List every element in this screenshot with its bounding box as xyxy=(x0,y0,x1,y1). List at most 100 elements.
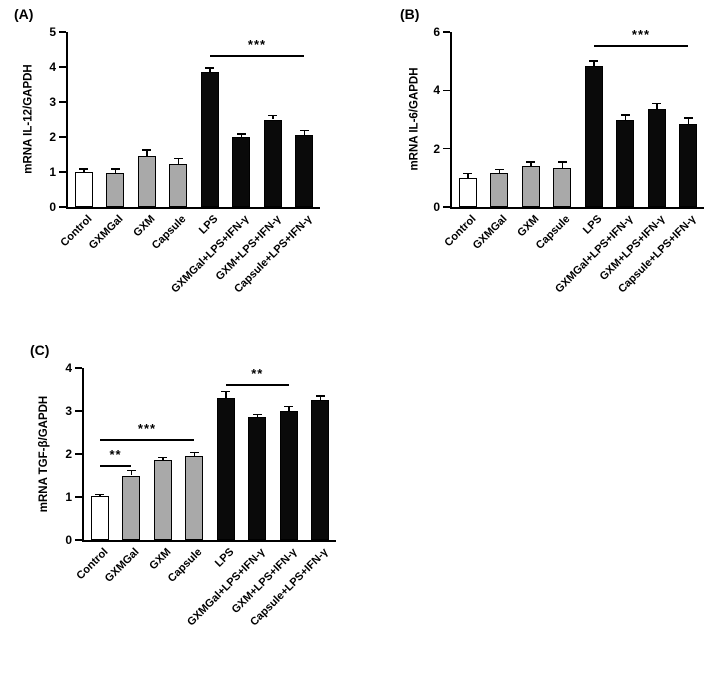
error-bar xyxy=(146,149,148,157)
y-tick xyxy=(59,136,66,138)
y-tick-label: 5 xyxy=(49,25,56,39)
panel-a-y-axis-title-text: mRNA IL-12/GAPDH xyxy=(22,64,35,174)
bar-1 xyxy=(458,177,477,207)
error-bar xyxy=(177,158,179,164)
bar-2 xyxy=(106,173,125,207)
error-bar xyxy=(99,494,101,497)
panel-a-plot: 0 1 2 3 4 5 Control GXMGal GXM Capsule LPS GXMGal+L… xyxy=(49,25,320,295)
significance-stars: ** xyxy=(109,446,122,462)
error-bar-cap xyxy=(526,161,536,163)
error-bar-cap xyxy=(683,117,693,119)
bar-8 xyxy=(295,134,314,207)
bar-3 xyxy=(137,156,156,207)
error-bar-cap xyxy=(173,157,183,160)
error-bar xyxy=(209,68,211,73)
panel-c: (C) mRNA TGF-β/GAPDH 0 1 2 3 4 Control GXMGal G… xyxy=(22,338,377,658)
error-bar-cap xyxy=(284,405,294,408)
bar-8 xyxy=(679,123,698,207)
bar-1 xyxy=(74,172,93,207)
error-bar xyxy=(303,130,305,135)
error-bar-cap xyxy=(494,168,504,171)
bar-4 xyxy=(185,456,204,540)
significance-stars: *** xyxy=(137,420,157,436)
y-tick-label: 2 xyxy=(49,130,56,144)
y-tick xyxy=(59,206,66,208)
y-tick xyxy=(443,31,450,33)
error-bar xyxy=(256,414,258,418)
bar-7 xyxy=(263,119,282,207)
error-bar-cap xyxy=(236,133,246,135)
error-bar-cap xyxy=(299,129,309,132)
bar-4 xyxy=(169,163,188,207)
bar-5 xyxy=(200,72,219,207)
error-bar-cap xyxy=(126,469,136,472)
y-tick-label: 0 xyxy=(49,200,56,214)
error-bar-cap xyxy=(95,493,105,496)
bar-6 xyxy=(616,119,635,207)
x-category-label: Capsule+LPS+IFN-γ xyxy=(616,213,699,296)
y-tick-label: 4 xyxy=(49,60,56,74)
panel-a-label: (A) xyxy=(14,6,34,22)
error-bar xyxy=(467,173,469,178)
bar-2 xyxy=(122,475,141,540)
y-tick xyxy=(75,367,82,369)
y-tick-label: 4 xyxy=(433,83,440,98)
error-bar xyxy=(193,452,195,457)
y-tick xyxy=(75,453,82,455)
error-bar-cap xyxy=(189,451,199,454)
bar-6 xyxy=(248,417,267,540)
error-bar-cap xyxy=(557,161,567,163)
error-bar xyxy=(656,103,658,110)
y-tick xyxy=(443,206,450,208)
significance-stars: ** xyxy=(251,366,264,382)
error-bar xyxy=(498,169,500,173)
error-bar xyxy=(319,395,321,401)
bar-5 xyxy=(216,398,235,540)
panel-b-plot: 0 2 4 6 Control GXMGal GXM Capsule LPS GXMGal+LPS… xyxy=(433,25,704,295)
panel-c-label: (C) xyxy=(30,342,50,358)
error-bar xyxy=(130,470,132,476)
y-tick xyxy=(59,101,66,103)
bar-8 xyxy=(311,400,330,540)
y-tick xyxy=(75,539,82,541)
significance-stars: *** xyxy=(247,36,267,52)
error-bar xyxy=(272,115,274,120)
y-tick xyxy=(59,66,66,68)
panel-c-plot: 0 1 2 3 4 Control GXMGal GXM Capsule LPS GXMGal+LP… xyxy=(65,361,336,628)
error-bar-cap xyxy=(142,149,152,151)
y-tick-label: 2 xyxy=(433,141,440,156)
error-bar-cap xyxy=(252,413,262,416)
error-bar-cap xyxy=(79,168,89,170)
bar-7 xyxy=(647,109,666,207)
y-tick-label: 1 xyxy=(49,165,56,179)
bar-7 xyxy=(279,411,298,540)
error-bar xyxy=(624,115,626,120)
error-bar-cap xyxy=(589,60,599,62)
bar-3 xyxy=(521,166,540,207)
error-bar-cap xyxy=(158,456,168,459)
y-tick xyxy=(59,31,66,33)
y-tick-label: 0 xyxy=(65,533,72,547)
error-bar xyxy=(225,391,227,399)
y-tick xyxy=(443,89,450,92)
significance-line xyxy=(593,45,689,48)
bar-6 xyxy=(232,137,251,207)
y-tick xyxy=(75,410,82,412)
figure: (A) mRNA IL-12/GAPDH 0 1 2 3 4 5 Control GXMGal… xyxy=(14,6,704,658)
error-bar-cap xyxy=(268,114,278,117)
error-bar-cap xyxy=(205,67,215,69)
significance-line xyxy=(209,54,305,57)
error-bar-cap xyxy=(110,168,120,170)
x-category-label: Capsule+LPS+IFN-γ xyxy=(248,546,331,629)
error-bar xyxy=(687,118,689,124)
y-tick-label: 3 xyxy=(49,95,56,109)
error-bar-cap xyxy=(221,390,231,393)
y-tick-label: 3 xyxy=(65,404,72,418)
error-bar-cap xyxy=(315,395,325,397)
panel-b-y-axis-title: mRNA IL-6/GAPDH xyxy=(408,32,422,207)
bar-5 xyxy=(584,65,603,207)
significance-line xyxy=(99,438,195,441)
error-bar-cap xyxy=(652,102,662,105)
error-bar xyxy=(561,161,563,168)
bar-2 xyxy=(490,172,509,207)
